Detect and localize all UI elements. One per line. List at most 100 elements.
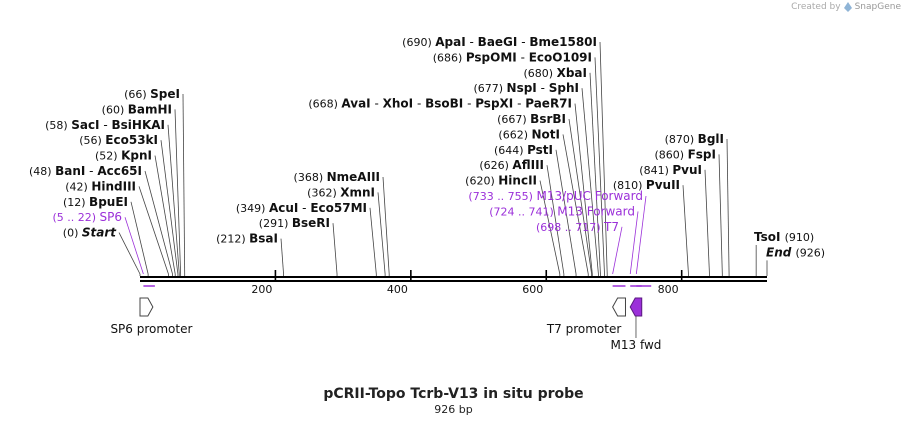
- leader-line: [130, 201, 149, 275]
- site-position: (52): [95, 150, 121, 163]
- feature-label[interactable]: SP6 promoter: [110, 322, 192, 336]
- feature-label[interactable]: M13 fwd: [611, 338, 662, 352]
- map-title: pCRII-Topo Tcrb-V13 in situ probe: [323, 386, 584, 402]
- site-position: (212): [216, 233, 249, 246]
- site-label[interactable]: (12) BpuEI: [63, 195, 128, 209]
- site-label[interactable]: (291) BseRI: [259, 216, 330, 230]
- site-label[interactable]: (368) NmeAIII: [294, 170, 380, 184]
- site-position: (12): [63, 196, 89, 209]
- site-label[interactable]: (677) NspI - SphI: [473, 81, 579, 95]
- site-label[interactable]: (60) BamHI: [102, 102, 172, 116]
- site-label[interactable]: (680) XbaI: [524, 66, 587, 80]
- leader-line: [599, 41, 608, 275]
- site-name: PspXI: [475, 97, 513, 111]
- site-name: Bme1580I: [529, 35, 597, 49]
- feature-arrow[interactable]: [612, 297, 626, 317]
- site-name: ApaI: [435, 35, 465, 49]
- site-position: (733 .. 755): [468, 190, 536, 203]
- site-label[interactable]: (686) PspOMI - EcoO109I: [433, 50, 592, 64]
- site-label[interactable]: (668) AvaI - XhoI - BsoBI - PspXI - PaeR…: [308, 97, 572, 111]
- site-name: BsaI: [249, 232, 278, 246]
- label-separator: -: [466, 35, 478, 49]
- site-position: (644): [494, 144, 527, 157]
- leader-line: [682, 185, 689, 275]
- site-label[interactable]: (860) FspI: [655, 147, 716, 161]
- site-position: (668): [308, 98, 341, 111]
- site-name: FspI: [688, 147, 716, 161]
- leader-line: [332, 223, 338, 275]
- site-name: M13 Forward: [557, 204, 635, 218]
- site-label[interactable]: (690) ApaI - BaeGI - Bme1580I: [402, 35, 597, 49]
- site-label[interactable]: (0) Start: [63, 226, 117, 240]
- site-label[interactable]: (362) XmnI: [307, 185, 375, 199]
- site-name: Start: [82, 226, 117, 240]
- site-position: (680): [524, 67, 557, 80]
- site-label[interactable]: (42) HindIII: [65, 179, 136, 193]
- site-name: NotI: [532, 127, 561, 141]
- ruler-tick-label: 600: [522, 283, 543, 296]
- site-label[interactable]: (349) AcuI - Eco57MI: [236, 201, 367, 215]
- credit-prefix: Created by: [791, 2, 841, 12]
- leader-line: [280, 238, 284, 275]
- primer-label[interactable]: (5 .. 22) SP6: [52, 210, 122, 224]
- site-label[interactable]: (626) AflIII: [479, 158, 544, 172]
- label-separator: -: [463, 97, 475, 111]
- site-label[interactable]: (810) PvuII: [613, 178, 680, 192]
- site-name: AvaI: [341, 97, 370, 111]
- feature-label[interactable]: T7 promoter: [546, 322, 622, 336]
- site-label[interactable]: (56) Eco53kI: [79, 133, 158, 147]
- site-name: SacI: [71, 118, 99, 132]
- backbone-bottom-strand: [140, 280, 767, 282]
- site-name: T7: [603, 220, 619, 234]
- site-position: (66): [124, 88, 150, 101]
- leader-line: [138, 186, 169, 275]
- site-name: SphI: [549, 81, 579, 95]
- leader-line: [124, 217, 144, 275]
- primer-label[interactable]: (724 .. 741) M13 Forward: [489, 204, 635, 218]
- site-name: M13/pUC Forward: [536, 189, 643, 203]
- site-label[interactable]: (620) HincII: [465, 174, 537, 188]
- site-name: PvuI: [672, 163, 702, 177]
- site-label[interactable]: (870) BglI: [665, 132, 724, 146]
- site-position: (910): [785, 231, 815, 244]
- site-label[interactable]: TsoI (910): [754, 230, 814, 244]
- site-name: BpuEI: [89, 195, 128, 209]
- site-name: NmeAIII: [327, 170, 380, 184]
- site-label[interactable]: End (926): [766, 245, 825, 259]
- site-name: BglI: [698, 132, 724, 146]
- backbone-top-strand: [140, 276, 767, 278]
- feature-arrow[interactable]: [629, 297, 643, 317]
- site-position: (724 .. 741): [489, 205, 557, 218]
- leader-line: [562, 134, 589, 275]
- site-label[interactable]: (644) PstI: [494, 143, 553, 157]
- site-position: (686): [433, 51, 466, 64]
- leader-line: [629, 211, 639, 275]
- site-name: BsiHKAI: [112, 118, 166, 132]
- site-name: BamHI: [128, 102, 172, 116]
- snapgene-logo-icon: [843, 2, 852, 12]
- site-name: AcuI: [269, 201, 298, 215]
- leader-line: [704, 169, 710, 275]
- site-position: (626): [479, 159, 512, 172]
- site-label[interactable]: (66) SpeI: [124, 87, 180, 101]
- site-name: KpnI: [121, 149, 152, 163]
- site-label[interactable]: (52) KpnI: [95, 149, 152, 163]
- site-position: (362): [307, 186, 340, 199]
- site-label[interactable]: (841) PvuI: [639, 163, 702, 177]
- site-name: PstI: [527, 143, 553, 157]
- leader-line: [377, 192, 386, 275]
- leader-line: [589, 72, 601, 275]
- site-label[interactable]: (662) NotI: [498, 127, 560, 141]
- label-separator: -: [413, 97, 425, 111]
- site-name: XbaI: [557, 66, 587, 80]
- site-label[interactable]: (212) BsaI: [216, 232, 278, 246]
- site-name: Acc65I: [97, 164, 142, 178]
- primer-label[interactable]: (733 .. 755) M13/pUC Forward: [468, 189, 643, 203]
- site-label[interactable]: (667) BsrBI: [497, 112, 566, 126]
- site-label[interactable]: (48) BanI - Acc65I: [29, 164, 142, 178]
- site-label[interactable]: (58) SacI - BsiHKAI: [45, 118, 165, 132]
- site-name: BaeGI: [478, 35, 518, 49]
- site-name: HincII: [498, 174, 537, 188]
- primer-label[interactable]: (698 .. 717) T7: [536, 220, 619, 234]
- feature-arrow[interactable]: [139, 297, 154, 317]
